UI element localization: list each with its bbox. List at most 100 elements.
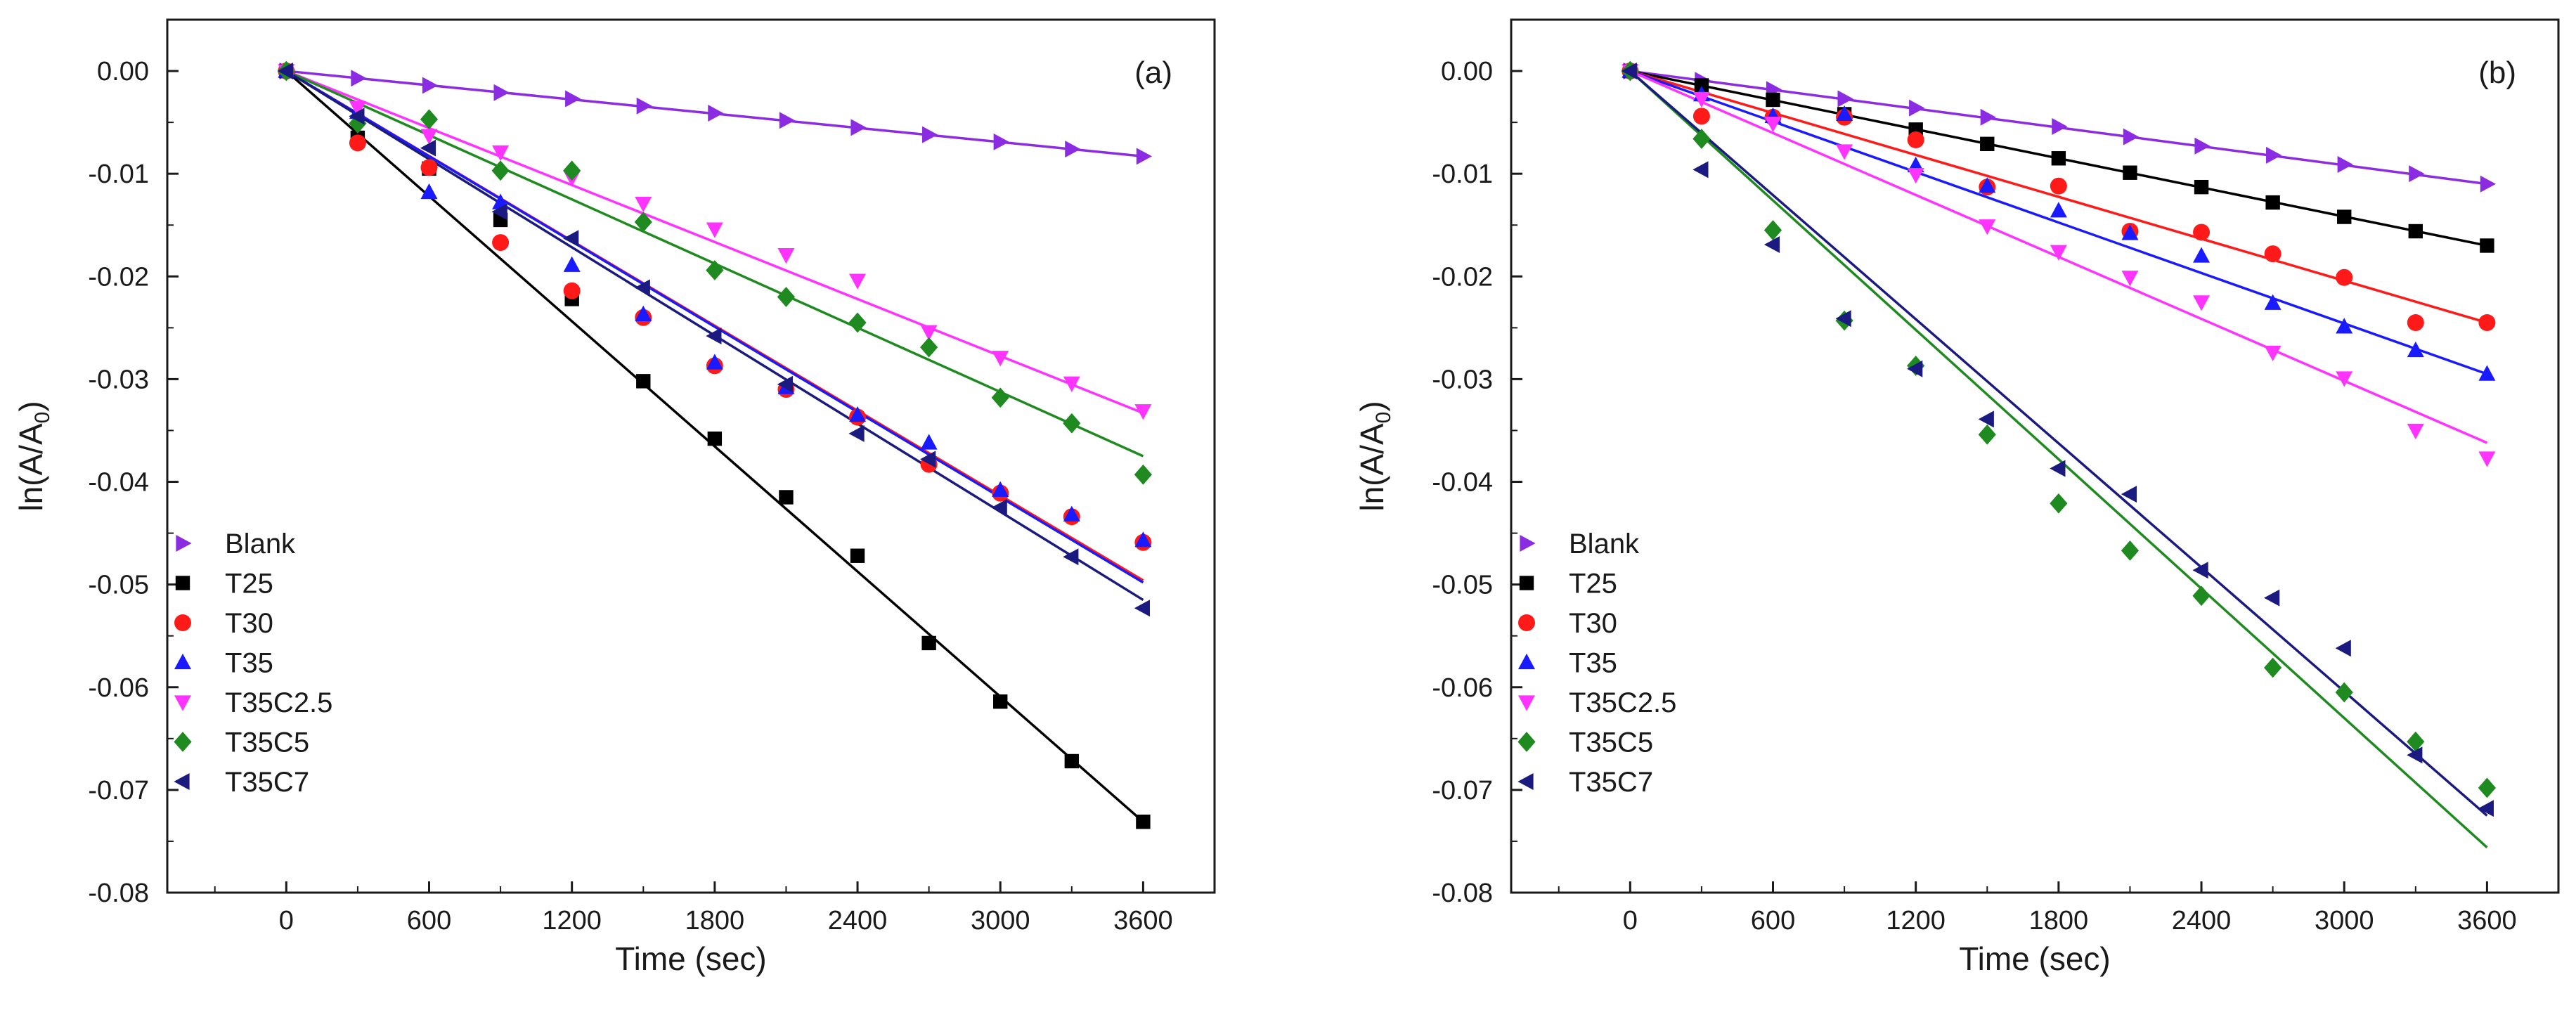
y-tick-label: -0.04 (88, 468, 149, 498)
data-point-t35c7 (1763, 235, 1780, 253)
data-point-t35c7 (706, 328, 722, 345)
data-point-t35c7 (1907, 360, 1923, 377)
data-point-t25 (1694, 78, 1709, 93)
legend-label-t35c2-5: T35C2.5 (225, 687, 332, 718)
data-point-t35c5 (2264, 657, 2282, 678)
x-tick-label: 2400 (2172, 906, 2232, 935)
data-point-t35c7 (777, 375, 794, 393)
x-tick-label: 600 (407, 906, 451, 935)
data-point-t35c7 (1621, 63, 1637, 80)
data-point-t30 (349, 134, 366, 152)
legend-label-t25: T25 (1569, 569, 1617, 600)
data-point-t35c2-5 (635, 196, 652, 213)
data-point-t35c2-5 (1134, 404, 1152, 420)
legend-label-blank: Blank (225, 529, 296, 559)
data-point-t35c5 (2050, 493, 2068, 514)
data-point-t30 (2407, 314, 2424, 332)
data-point-blank (636, 97, 652, 115)
data-point-t35c2-5 (492, 145, 510, 162)
panel-label: (b) (2478, 56, 2516, 90)
data-point-t35c7 (2121, 486, 2137, 503)
data-point-t35c7 (277, 63, 293, 80)
data-point-t35c7 (563, 230, 579, 247)
data-point-t35 (849, 406, 867, 422)
x-tick-label: 3000 (2315, 906, 2374, 935)
data-point-t25 (2337, 209, 2352, 224)
x-tick-label: 1800 (2029, 906, 2089, 935)
data-point-blank (708, 104, 724, 122)
data-point-blank (1136, 148, 1153, 165)
data-point-t25 (707, 431, 723, 446)
data-point-t35c7 (634, 279, 650, 297)
data-point-t30 (1692, 108, 1710, 125)
y-tick-label: -0.01 (88, 160, 149, 189)
legend-marker-t25 (1519, 576, 1534, 590)
legend-marker-t30 (1518, 614, 1535, 631)
y-tick-label: -0.05 (88, 571, 149, 600)
data-point-blank (850, 119, 867, 136)
data-point-t35c5 (491, 160, 510, 181)
x-tick-label: 3000 (971, 906, 1030, 935)
y-tick-label: 0.00 (97, 57, 149, 86)
data-point-blank (2123, 128, 2140, 145)
chart-panel-b: 0 600 1200 1800 2400 3000 3600 0.00 -0.01 -0.02 -0… (1354, 18, 2560, 977)
data-point-t35c2-5 (920, 325, 938, 341)
data-point-t35 (2050, 202, 2067, 218)
plot-frame (1510, 18, 2560, 894)
y-tick-label: -0.04 (1432, 468, 1493, 498)
legend-label-t25: T25 (225, 569, 273, 600)
data-point-t35c7 (2264, 589, 2280, 607)
data-point-t25 (2051, 151, 2066, 166)
data-point-blank (2266, 146, 2282, 164)
legend-marker-t35c2-5 (1518, 695, 1535, 711)
legend-label-t35c5: T35C5 (225, 727, 309, 758)
data-point-t35 (2264, 294, 2281, 310)
data-point-t35c5 (777, 287, 796, 307)
data-point-t25 (993, 694, 1008, 709)
fit-line-t35c5 (1629, 70, 2488, 849)
x-tick-label: 3600 (2457, 906, 2517, 935)
data-point-t35 (992, 481, 1009, 497)
y-tick-label: -0.06 (88, 673, 149, 703)
data-point-t35c2-5 (706, 222, 723, 238)
y-tick-label: -0.03 (1432, 365, 1493, 394)
legend-marker-t35c7 (174, 773, 190, 790)
data-point-t35c2-5 (349, 101, 366, 117)
data-point-t35c7 (491, 203, 507, 221)
data-point-t25 (850, 548, 865, 563)
data-point-t35 (1063, 505, 1080, 522)
series-t30 (1622, 63, 2496, 332)
data-point-t30 (2478, 314, 2496, 332)
data-point-blank (1065, 141, 1081, 158)
legend-marker-t30 (174, 614, 191, 631)
x-axis-title: Time (sec) (615, 940, 767, 977)
panel-label: (a) (1134, 56, 1172, 90)
data-point-t30 (2264, 245, 2281, 263)
data-point-t35c7 (848, 425, 865, 442)
data-point-blank (1909, 99, 1925, 117)
legend-marker-t25 (175, 576, 190, 590)
series-t35c7 (277, 63, 1151, 617)
x-axis-title: Time (sec) (1959, 940, 2111, 977)
data-point-t35c7 (2192, 562, 2208, 579)
data-point-t35c5 (2192, 585, 2211, 607)
data-point-t25 (2123, 165, 2137, 180)
data-point-t35c2-5 (1979, 219, 1996, 235)
data-point-t35 (2407, 341, 2424, 358)
data-point-t35c7 (1978, 410, 1994, 428)
x-tick-label: 0 (1623, 906, 1638, 935)
data-point-t35c5 (1063, 413, 1081, 434)
data-point-t35 (920, 434, 938, 450)
data-point-t35c5 (563, 160, 581, 181)
data-point-t35c7 (1835, 310, 1851, 328)
legend-label-t35c2-5: T35C2.5 (1569, 687, 1676, 718)
data-point-t30 (1907, 131, 1924, 148)
data-point-t35 (420, 183, 438, 200)
data-point-t35c5 (2407, 731, 2425, 752)
legend-label-t35: T35 (1569, 648, 1617, 679)
legend-marker-t35 (1518, 653, 1535, 670)
data-point-blank (2052, 117, 2068, 135)
data-point-t35 (2193, 247, 2211, 263)
